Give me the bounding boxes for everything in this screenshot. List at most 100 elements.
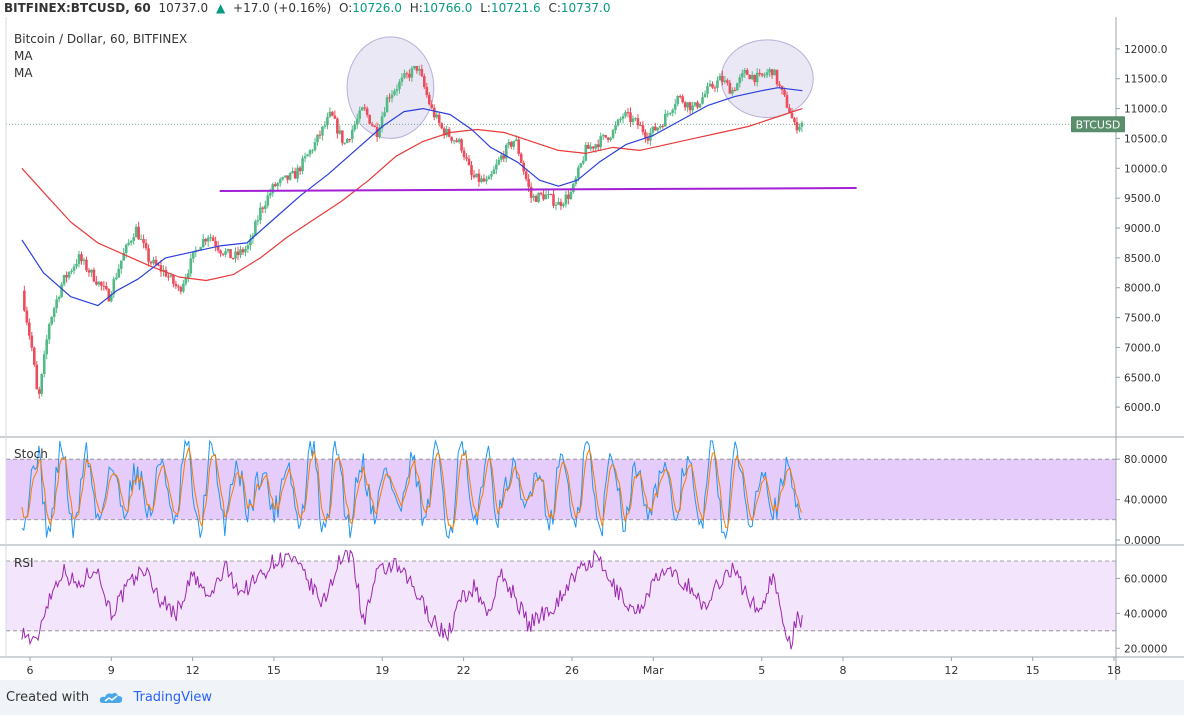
tradingview-brand-link[interactable]: TradingView xyxy=(133,690,212,705)
candle-body xyxy=(184,277,188,284)
candle-body xyxy=(169,275,173,277)
price-tag-bg xyxy=(1071,116,1125,133)
candle-body xyxy=(693,102,697,106)
candle-body xyxy=(323,125,327,127)
candle-body xyxy=(465,157,468,159)
candle-body xyxy=(164,269,168,277)
candle-body xyxy=(221,253,225,255)
candle-body xyxy=(631,118,635,122)
candle-body xyxy=(129,240,133,243)
candle-body xyxy=(738,77,742,84)
y-tick-label: 10500.0 xyxy=(1124,133,1167,145)
candle-body xyxy=(500,155,503,160)
candle-body xyxy=(455,140,458,143)
candle-body xyxy=(360,107,364,111)
candle-body xyxy=(157,264,160,266)
candle-body xyxy=(331,111,334,116)
candle-body xyxy=(743,70,747,74)
candle-body xyxy=(199,247,203,251)
candle-body xyxy=(373,125,376,127)
candle-body xyxy=(187,273,190,278)
candle-body xyxy=(144,243,148,249)
candle-body xyxy=(390,94,394,99)
candle-body xyxy=(713,87,717,89)
candle-body xyxy=(246,245,250,249)
candle-body xyxy=(378,128,381,138)
candle-body xyxy=(795,121,799,131)
candle-body xyxy=(167,276,170,278)
candle-body xyxy=(189,258,193,274)
candle-body xyxy=(497,159,501,165)
candle-body xyxy=(475,173,478,178)
candle-body xyxy=(62,275,66,285)
candle-body xyxy=(179,287,183,292)
candle-body xyxy=(678,95,682,97)
candle-body xyxy=(594,144,598,149)
candle-body xyxy=(95,281,98,285)
candle-body xyxy=(581,160,585,164)
rsi-tick-label: 40.0000 xyxy=(1124,608,1167,620)
rsi-line xyxy=(21,549,803,650)
candle-body xyxy=(117,268,121,278)
symbol-title[interactable]: BITFINEX:BTCUSD, 60 xyxy=(4,1,151,15)
candle-body xyxy=(770,69,774,76)
x-tick-label: 12 xyxy=(944,664,958,677)
rsi-pane[interactable] xyxy=(6,549,1116,650)
rsi-tick-label: 60.0000 xyxy=(1124,573,1167,585)
candle-body xyxy=(268,193,272,196)
candle-body xyxy=(606,137,610,140)
candle-body xyxy=(532,196,535,198)
stoch-tick-label: 40.0000 xyxy=(1124,495,1167,507)
candle-body xyxy=(303,156,307,159)
candle-body xyxy=(107,289,111,302)
candle-body xyxy=(470,165,473,176)
x-tick-label: 15 xyxy=(267,664,281,677)
x-tick-label: 12 xyxy=(186,664,200,677)
candle-body xyxy=(219,250,222,254)
candle-body xyxy=(149,261,153,264)
candle-body xyxy=(708,83,712,87)
candle-body xyxy=(726,80,729,83)
candle-body xyxy=(616,119,620,126)
candle-body xyxy=(57,296,61,300)
tradingview-cloud-icon[interactable] xyxy=(99,691,123,705)
candle-body xyxy=(365,108,369,115)
candle-body xyxy=(624,112,627,117)
candle-body xyxy=(651,126,655,133)
candle-body xyxy=(666,113,670,115)
candle-body xyxy=(504,144,508,159)
candle-body xyxy=(778,84,781,86)
stoch-pane[interactable] xyxy=(6,439,1116,540)
x-tick-label: 8 xyxy=(840,664,847,677)
candle-body xyxy=(408,73,411,78)
candle-body xyxy=(204,239,207,242)
candle-body xyxy=(85,259,88,271)
candle-body xyxy=(800,122,804,127)
candle-body xyxy=(112,279,116,295)
stoch-d-line xyxy=(21,446,802,531)
price-pane-bg xyxy=(6,19,1116,437)
price-change: +17.0 (+0.16%) xyxy=(233,1,332,15)
candle-body xyxy=(423,76,426,87)
candle-body xyxy=(75,264,78,267)
candle-body xyxy=(562,204,565,207)
candle-body xyxy=(621,116,625,119)
chart-area[interactable]: BTCUSD 12000.0 11500.0 11000.0 10500.0 10000.… xyxy=(0,17,1184,680)
candle-body xyxy=(736,83,739,91)
candle-body xyxy=(716,80,719,88)
candle-body xyxy=(410,68,414,78)
candle-body xyxy=(298,167,302,172)
candle-body xyxy=(482,178,486,182)
highlight-ellipse xyxy=(720,39,814,119)
candle-body xyxy=(656,127,660,131)
close-value: 10737.0 xyxy=(560,1,611,15)
chart-title: Bitcoin / Dollar, 60, BITFINEX xyxy=(14,32,187,46)
candle-body xyxy=(768,69,771,73)
candle-body xyxy=(296,167,299,179)
candle-body xyxy=(70,270,73,272)
price-pane[interactable] xyxy=(6,19,1116,437)
candle-body xyxy=(509,142,513,147)
candle-body xyxy=(395,89,399,92)
candle-body xyxy=(343,142,347,144)
candle-body xyxy=(301,158,304,172)
